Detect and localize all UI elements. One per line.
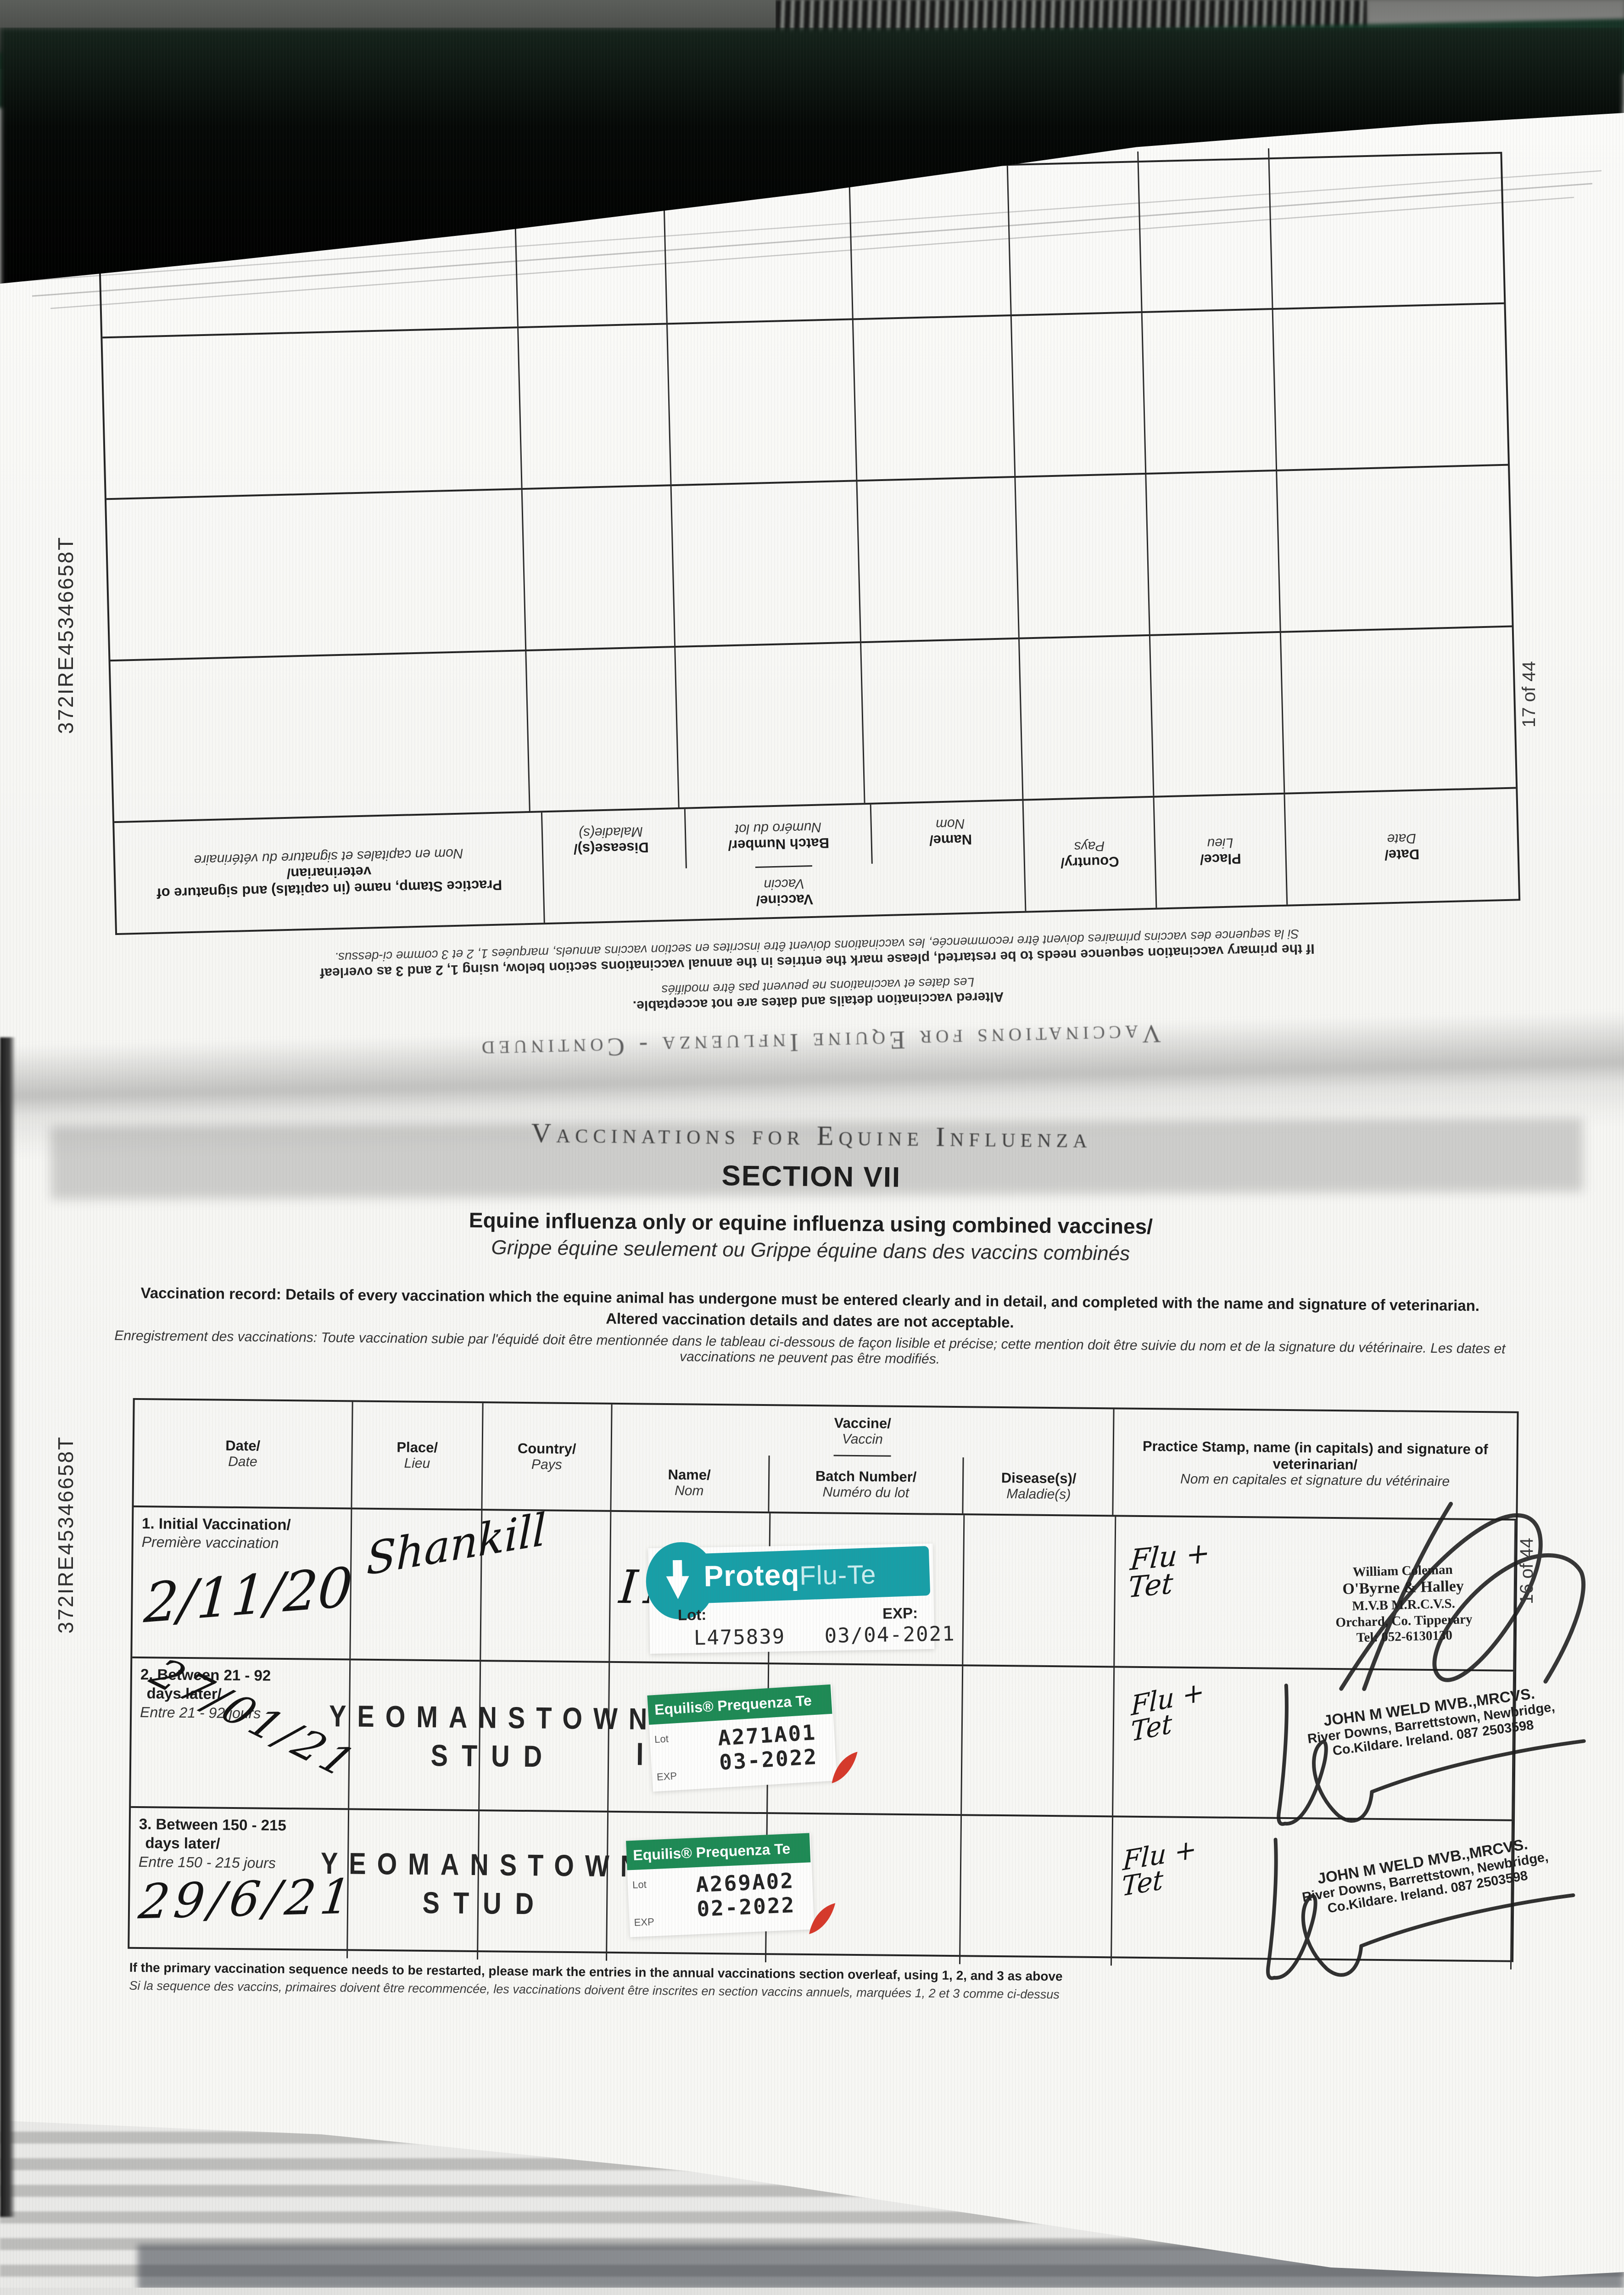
equilis-prequenza-sticker: Equilis® Prequenza Te Lot EXP A269A02 02-… — [626, 1832, 836, 1942]
proteq-flu-te-sticker: ProteqFlu-Te Lot: EXP: L475839 03/04-202… — [645, 1541, 955, 1658]
row1-signature — [1339, 1501, 1586, 1691]
scan-bottom-strip — [0, 2288, 1624, 2295]
header-vaccine-group: Vaccine/ Vaccin Name/ Nom Batch Number/ … — [541, 800, 1030, 923]
page-edge-lines — [22, 170, 1602, 309]
proteq-brand: Proteq — [703, 1558, 800, 1593]
row3-label-en2: days later/ — [145, 1834, 220, 1852]
header-country: Country/ Pays — [1022, 797, 1156, 911]
exp-label: EXP: — [882, 1604, 918, 1622]
page17-vaccination-table: Date/ Date Place/ Lieu Country/ Pays Vac… — [97, 142, 1521, 935]
page17-empty-row — [110, 625, 1516, 822]
row3-place-stamp: YEOMANSTOWN STUD — [320, 1846, 650, 1921]
red-swoosh-icon — [809, 1903, 836, 1934]
row3-signature — [1266, 1837, 1575, 1980]
header-country: Country/ Pays — [482, 1403, 613, 1510]
header-batch: Batch Number/ Numéro du lot — [769, 1455, 964, 1514]
page-16: Vaccinations for Equine Influenza SECTIO… — [0, 1094, 1624, 2073]
header-stamp: Practice Stamp, name (in capitals) and s… — [156, 845, 502, 901]
header-batch: Batch Number/ Numéro du lot — [684, 804, 871, 868]
row3-exp-date: 02-2022 — [696, 1892, 796, 1921]
header-vaccine-name: Name/ Nom — [610, 1454, 770, 1512]
syringe-icon — [666, 1560, 689, 1599]
document-code-top: 372IRE45346658T — [54, 536, 78, 734]
vaccination-row-3: 3. Between 150 - 215 days later/ Entre 1… — [129, 1808, 1575, 1980]
row2-signature — [1277, 1683, 1586, 1826]
vaccination-table: Date/ Date Place/ Lieu Country/ Pays Vac… — [128, 1398, 1586, 1980]
proteq-variant: Flu-Te — [799, 1559, 877, 1591]
row1-disease-handwritten: Flu + Tet — [1127, 1535, 1211, 1605]
lot-label: Lot: — [677, 1606, 707, 1623]
equilis-brand: Equilis® Prequenza Te — [632, 1840, 791, 1864]
vaccination-row-2: 2. Between 21 - 92 days later/ Entre 21 … — [131, 1650, 1586, 1826]
red-swoosh-icon — [832, 1752, 858, 1784]
exp-label: EXP — [634, 1916, 655, 1928]
header-disease: Disease(s)/ Maladie(s) — [1001, 1469, 1077, 1502]
row2-place-stamp: YEOMANSTOWN STUD — [329, 1698, 659, 1774]
exp-label: EXP — [656, 1770, 677, 1783]
document-code-bottom: 372IRE45346658T — [54, 1435, 78, 1634]
equilis-brand: Equilis® Prequenza Te — [654, 1691, 812, 1718]
header-disease: Disease(s)/ Maladie(s) — [573, 824, 649, 858]
header-place: Place/ Lieu — [1153, 794, 1287, 908]
header-vaccine-name: Name/ Nom — [870, 800, 1030, 864]
row1-label-fr: Première vaccination — [141, 1534, 279, 1552]
row3-label-en1: 3. Between 150 - 215 — [139, 1815, 287, 1834]
row1-label-en: 1. Initial Vaccination/ — [141, 1515, 291, 1534]
intro-fr: Enregistrement des vaccinations: Toute v… — [114, 1328, 1506, 1367]
equilis-prequenza-sticker: Equilis® Prequenza Te Lot EXP A271A01 03-… — [647, 1684, 858, 1796]
page17-empty-row — [102, 302, 1508, 498]
section-heading: SECTION VII — [721, 1160, 901, 1193]
page-left-edge-shadow — [0, 1037, 16, 2217]
page-number-top: 17 of 44 — [1519, 661, 1539, 728]
row1-exp-date: 03/04-2021 — [824, 1622, 956, 1648]
vaccination-row-1: 1. Initial Vaccination/ Première vaccina… — [132, 1501, 1586, 1691]
row1-lot-number: L475839 — [693, 1625, 786, 1650]
page-number-bottom: 16 of 44 — [1517, 1538, 1537, 1604]
header-date: Date/ Date — [1284, 789, 1519, 905]
lot-label: Lot — [654, 1733, 669, 1746]
page16-title: Vaccinations for Equine Influenza — [531, 1118, 1093, 1153]
header-date: Date/ Date — [134, 1399, 353, 1508]
page17-empty-row — [106, 464, 1512, 660]
header-vaccine-group: Vaccine/ Vaccin Name/ Nom Batch Number/ … — [610, 1404, 1115, 1515]
header-place: Place/ Lieu — [352, 1402, 484, 1509]
row1-practice-stamp: William Coleman O'Byrne & Halley M.V.B M… — [1335, 1562, 1473, 1645]
lot-label: Lot — [632, 1878, 647, 1891]
